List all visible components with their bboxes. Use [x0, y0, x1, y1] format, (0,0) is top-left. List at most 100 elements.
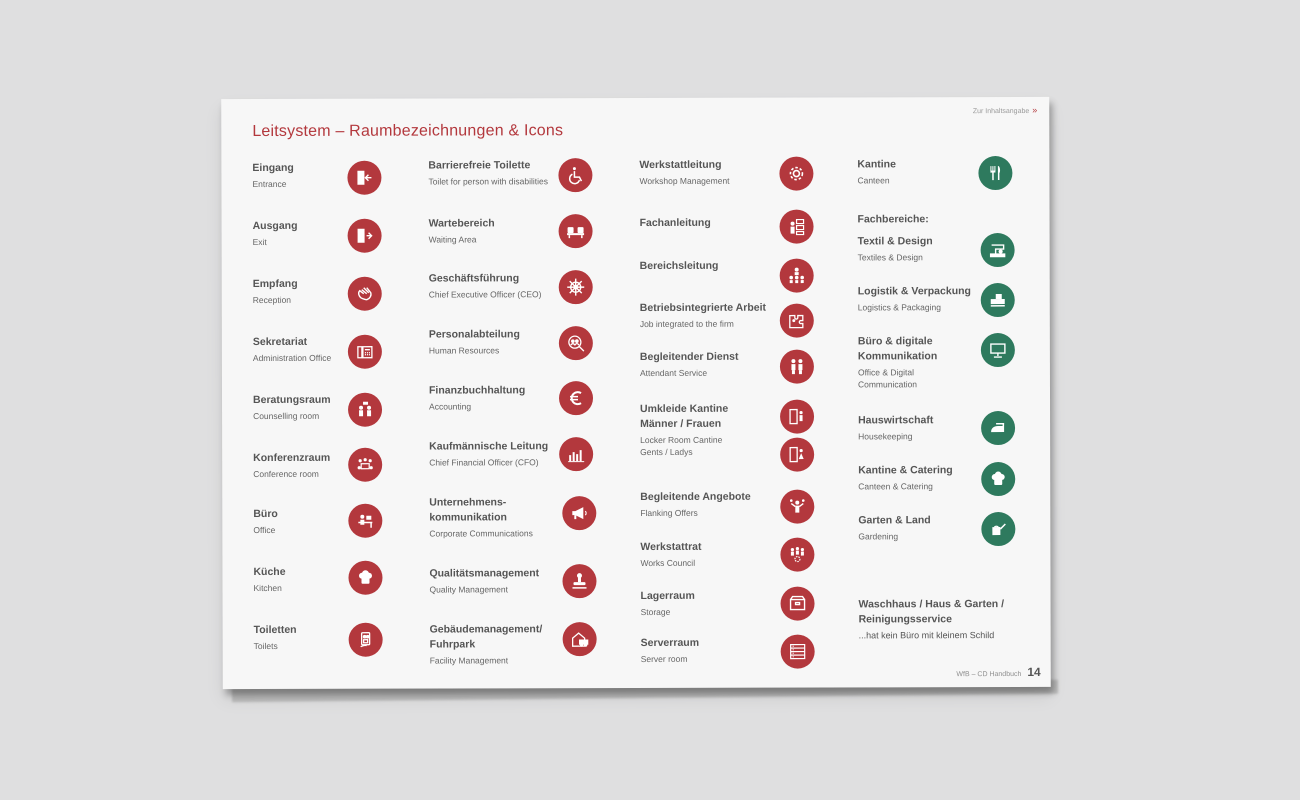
- entry-sekretariat: Sekretariat Administration Office: [253, 335, 331, 364]
- stamp-icon: [562, 564, 597, 599]
- entry-logistik-verpackung: Logistik & Verpackung Logistics & Packag…: [858, 284, 971, 313]
- entry-name-line2: Männer / Frauen: [640, 417, 722, 430]
- locker-man-icon: [780, 399, 815, 434]
- storage-box-icon: [780, 586, 815, 621]
- chef-hat-icon: [981, 462, 1016, 497]
- entry-name: Serverraum: [640, 636, 700, 649]
- entry-name: Küche: [253, 565, 286, 579]
- entry-name-line2: kommunikation: [429, 511, 507, 524]
- entry-sub: Gardening: [858, 531, 899, 542]
- page-title: Leitsystem – Raumbezeichnungen & Icons: [252, 122, 564, 141]
- desk-icon: [348, 503, 383, 538]
- entry-sub-line2: Gents / Ladys: [640, 446, 693, 457]
- toc-chevron-icon[interactable]: »: [1032, 104, 1038, 115]
- entry-name-line2: Kommunikation: [857, 350, 938, 363]
- entry-buero-digitale-kommunikation: Büro & digitale Kommunikation Office & D…: [858, 334, 937, 390]
- toc-link[interactable]: Zur Inhaltsangabe»: [973, 105, 1037, 115]
- entry-sub: Administration Office: [252, 352, 332, 364]
- entry-name: Sekretariat: [252, 335, 308, 349]
- entry-name: Personalabteilung: [428, 328, 520, 341]
- cutlery-icon: [978, 156, 1013, 191]
- entry-betriebsintegrierte-arbeit: Betriebsintegrierte Arbeit Job integrate…: [640, 301, 766, 330]
- entry-name: Barrierefreie Toilette: [428, 159, 531, 172]
- entry-hauswirtschaft: Hauswirtschaft Housekeeping: [858, 413, 933, 442]
- entry-name: Konferenzraum: [253, 451, 331, 465]
- entry-sub: Exit: [252, 236, 267, 248]
- entry-garten-land: Garten & Land Gardening: [858, 513, 930, 542]
- entry-name: Büro & digitale: [857, 335, 933, 348]
- page-footer: WfB – CD Handbuch 14: [956, 665, 1040, 679]
- entry-name: Kaufmännische Leitung: [429, 440, 549, 453]
- juggler-icon: [780, 489, 815, 524]
- entry-name: Bereichsleitung: [639, 259, 719, 272]
- entry-sub: Chief Executive Officer (CEO): [428, 289, 542, 300]
- entry-sub: Accounting: [429, 401, 472, 412]
- entry-barrierefreie-toilette: Barrierefreie Toilette Toilet for person…: [428, 158, 548, 187]
- entry-name: Toiletten: [253, 623, 297, 637]
- entry-sub: Corporate Communications: [429, 528, 533, 539]
- entry-konferenzraum: Konferenzraum Conference room: [253, 451, 330, 480]
- entry-name-line2: Fuhrpark: [429, 638, 476, 651]
- instructor-icon: [779, 209, 814, 244]
- gear-icon: [779, 156, 814, 191]
- entry-sub: Flanking Offers: [640, 507, 698, 518]
- entry-name: Unternehmens-: [429, 496, 507, 509]
- hierarchy-icon: [779, 258, 814, 293]
- two-people-icon: [779, 349, 814, 384]
- entry-empfang: Empfang Reception: [253, 277, 298, 306]
- toilet-icon: [348, 622, 383, 657]
- entry-sub-line2: Communication: [857, 379, 918, 390]
- entry-geschaeftsfuehrung: Geschäftsführung Chief Executive Officer…: [429, 271, 542, 300]
- entry-sub: Workshop Management: [639, 175, 730, 186]
- entry-qualitaetsmanagement: Qualitätsmanagement Quality Management: [429, 566, 539, 595]
- entry-bereichsleitung: Bereichsleitung: [640, 259, 719, 274]
- council-icon: [780, 537, 815, 572]
- entry-finanzbuchhaltung: Finanzbuchhaltung Accounting: [429, 383, 525, 412]
- locker-woman-icon: [780, 437, 815, 472]
- entry-name: Textil & Design: [857, 235, 933, 248]
- people-search-icon: [558, 326, 593, 361]
- entry-lagerraum: Lagerraum Storage: [641, 589, 695, 618]
- entry-name: Begleitende Angebote: [640, 490, 751, 503]
- entry-waschhaus: Waschhaus / Haus & Garten / Reinigungsse…: [859, 597, 1005, 640]
- waving-hand-icon: [347, 276, 382, 311]
- entry-sub: Server room: [640, 653, 688, 664]
- toc-link-label[interactable]: Zur Inhaltsangabe: [972, 107, 1030, 116]
- entry-name: Büro: [253, 507, 278, 521]
- entry-name: Wartebereich: [428, 217, 495, 230]
- entry-unternehmenskommunikation: Unternehmens- kommunikation Corporate Co…: [429, 495, 533, 539]
- entry-sub: Conference room: [253, 468, 319, 480]
- entry-kaufmaennische-leitung: Kaufmännische Leitung Chief Financial Of…: [429, 439, 548, 468]
- entry-sub: Storage: [640, 606, 671, 617]
- entrance-icon: [347, 160, 382, 195]
- entry-name: Garten & Land: [858, 514, 931, 527]
- euro-icon: [558, 381, 594, 416]
- entry-sub: Counselling room: [253, 410, 320, 422]
- entry-name: Gebäudemanagement/: [429, 623, 543, 636]
- entry-sub: Kitchen: [253, 582, 282, 594]
- consultation-icon: [347, 392, 383, 427]
- wheelchair-icon: [558, 158, 593, 193]
- exit-icon: [347, 218, 382, 253]
- page-number: 14: [1027, 664, 1041, 679]
- entry-kantine-catering: Kantine & Catering Canteen & Catering: [858, 463, 953, 492]
- entry-name: Werkstattrat: [640, 540, 702, 553]
- entry-name: Geschäftsführung: [428, 272, 520, 285]
- entry-name: Beratungsraum: [253, 393, 331, 407]
- entry-sub: Quality Management: [429, 584, 508, 595]
- entry-sub: Office: [253, 524, 276, 536]
- iron-icon: [981, 411, 1016, 446]
- entry-name: Begleitender Dienst: [639, 350, 739, 363]
- entry-werkstattrat: Werkstattrat Works Council: [640, 540, 701, 569]
- entry-kueche: Küche Kitchen: [253, 565, 285, 594]
- entry-name: Waschhaus / Haus & Garten /: [858, 598, 1005, 611]
- entry-name: Lagerraum: [640, 589, 695, 602]
- helm-icon: [558, 270, 593, 305]
- entry-textil-design: Textil & Design Textiles & Design: [858, 234, 933, 263]
- bar-chart-icon: [559, 437, 594, 472]
- entry-name: Logistik & Verpackung: [857, 285, 971, 298]
- entry-kantine: Kantine Canteen: [857, 157, 896, 186]
- server-icon: [780, 634, 815, 669]
- conference-icon: [348, 447, 383, 482]
- entry-name: Hauswirtschaft: [858, 414, 934, 427]
